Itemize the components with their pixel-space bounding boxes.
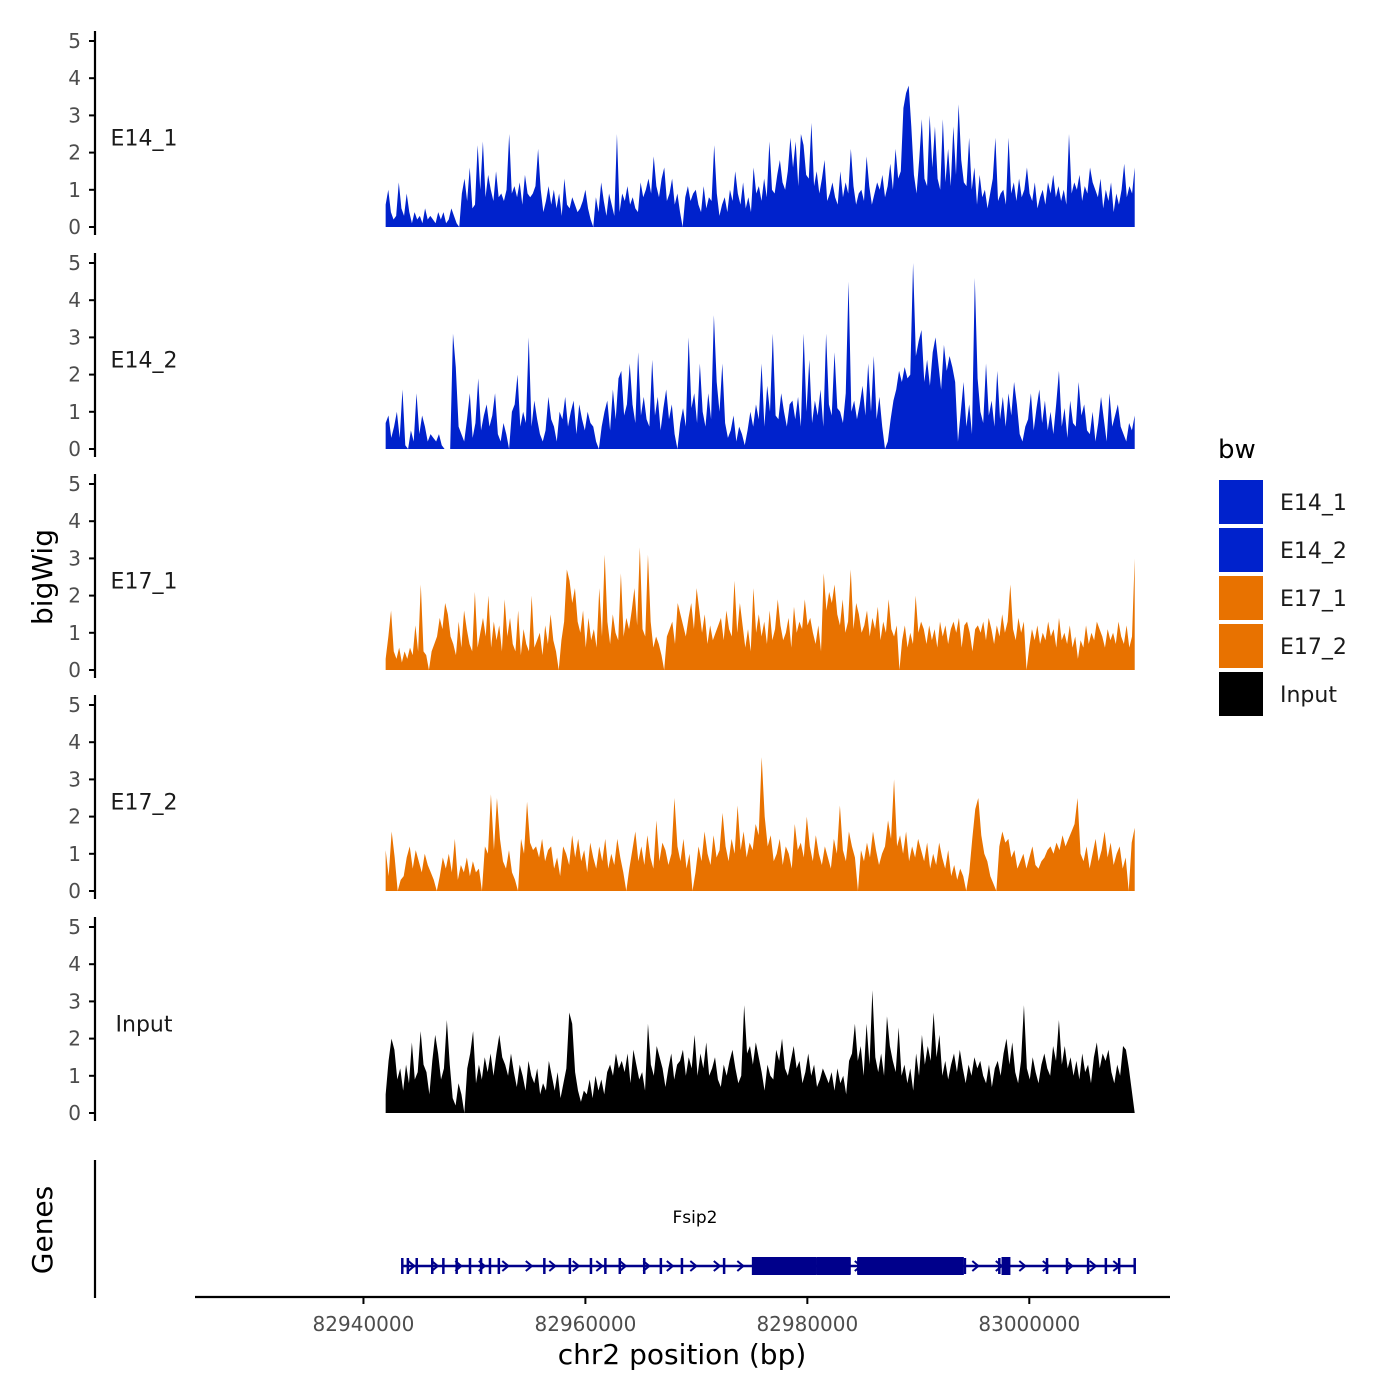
strand-arrow <box>572 1260 581 1272</box>
y-tick-label: 4 <box>68 66 81 90</box>
y-tick-label: 0 <box>68 658 81 682</box>
y-tick-label: 3 <box>68 546 81 570</box>
y-tick-label: 3 <box>68 325 81 349</box>
coverage-area-E17_1 <box>385 547 1135 670</box>
legend-label: E17_2 <box>1280 635 1347 660</box>
x-axis-title: chr2 position (bp) <box>558 1338 807 1371</box>
strand-arrow <box>595 1260 604 1272</box>
coverage-area-E14_1 <box>385 85 1135 227</box>
x-axis: 82940000 82960000 82980000 83000000 <box>195 1295 1170 1336</box>
strand-arrow <box>1065 1260 1074 1272</box>
strand-arrow <box>689 1260 698 1272</box>
y-tick-label: 1 <box>68 842 81 866</box>
y-tick-label: 5 <box>68 29 81 53</box>
coding-exon-block <box>751 1257 817 1275</box>
coverage-tracks: 0 1 2 3 4 5 E14_1 0 1 2 3 4 5 E14_2 0 1 2 3 4 5 E17_1 0 1 2 3 4 5 E… <box>68 29 1135 1125</box>
y-tick-label: 0 <box>68 215 81 239</box>
y-tick-label: 5 <box>68 915 81 939</box>
y-tick-label: 2 <box>68 363 81 387</box>
y-tick-label: 4 <box>68 288 81 312</box>
strand-arrow <box>407 1260 416 1272</box>
track-label: Input <box>116 1013 173 1038</box>
track-E17_1: 0 1 2 3 4 5 E17_1 <box>68 472 1135 682</box>
coding-exon-block <box>816 1257 851 1275</box>
track-label: E17_1 <box>111 570 178 595</box>
y-tick-label: 3 <box>68 989 81 1013</box>
strand-arrow <box>713 1260 722 1272</box>
gene-panel-title: Genes <box>26 1186 59 1274</box>
strand-arrow <box>666 1260 675 1272</box>
track-E14_2: 0 1 2 3 4 5 E14_2 <box>68 251 1135 461</box>
gene-name-label: Fsip2 <box>673 1208 718 1228</box>
track-Input: 0 1 2 3 4 5 Input <box>68 915 1135 1125</box>
legend-swatch-E14_2 <box>1219 528 1263 572</box>
legend-label: E17_1 <box>1280 587 1347 612</box>
y-tick-label: 1 <box>68 1064 81 1088</box>
legend-title: bw <box>1218 435 1256 465</box>
y-tick-label: 3 <box>68 767 81 791</box>
legend-swatch-E17_1 <box>1219 576 1263 620</box>
legend-label: E14_2 <box>1280 539 1347 564</box>
y-tick-label: 0 <box>68 879 81 903</box>
legend-label: Input <box>1280 683 1337 708</box>
strand-arrow <box>1042 1260 1051 1272</box>
y-tick-label: 0 <box>68 1101 81 1125</box>
y-axis-title: bigWig <box>26 529 59 625</box>
y-tick-label: 4 <box>68 509 81 533</box>
y-tick-label: 4 <box>68 730 81 754</box>
coding-exon-block <box>1001 1257 1011 1275</box>
strand-arrow <box>548 1260 557 1272</box>
track-label: E14_1 <box>111 127 178 152</box>
y-tick-label: 0 <box>68 437 81 461</box>
strand-arrow <box>619 1260 628 1272</box>
x-tick-label: 82960000 <box>535 1312 637 1336</box>
y-tick-label: 3 <box>68 103 81 127</box>
strand-arrow <box>971 1260 980 1272</box>
y-tick-label: 1 <box>68 621 81 645</box>
y-tick-label: 2 <box>68 805 81 829</box>
legend-swatch-E14_1 <box>1219 480 1263 524</box>
y-tick-label: 1 <box>68 178 81 202</box>
coverage-area-E14_2 <box>385 263 1135 449</box>
track-label: E14_2 <box>111 349 178 374</box>
y-tick-label: 5 <box>68 472 81 496</box>
y-tick-label: 2 <box>68 1027 81 1051</box>
legend-swatch-Input <box>1219 672 1263 716</box>
strand-arrow <box>501 1260 510 1272</box>
x-tick-label: 82980000 <box>756 1312 858 1336</box>
track-E17_2: 0 1 2 3 4 5 E17_2 <box>68 693 1135 903</box>
track-label: E17_2 <box>111 791 178 816</box>
legend-label: E14_1 <box>1280 491 1347 516</box>
y-tick-label: 2 <box>68 141 81 165</box>
strand-arrow <box>431 1260 440 1272</box>
y-tick-label: 5 <box>68 251 81 275</box>
coverage-area-Input <box>385 990 1135 1113</box>
y-tick-label: 1 <box>68 400 81 424</box>
coding-exon-block <box>857 1257 964 1275</box>
y-tick-label: 4 <box>68 952 81 976</box>
x-tick-label: 83000000 <box>978 1312 1080 1336</box>
track-E14_1: 0 1 2 3 4 5 E14_1 <box>68 29 1135 239</box>
x-tick-label: 82940000 <box>313 1312 415 1336</box>
y-tick-label: 2 <box>68 584 81 608</box>
y-tick-label: 5 <box>68 693 81 717</box>
coverage-area-E17_2 <box>385 757 1135 891</box>
strand-arrow <box>1089 1260 1098 1272</box>
strand-arrow <box>1018 1260 1027 1272</box>
strand-arrow <box>736 1260 745 1272</box>
legend: bw E14_1 E14_2 E17_1 E17_2 Input <box>1218 435 1347 716</box>
gene-panel: Genes Fsip2 <box>26 1160 1136 1298</box>
legend-swatch-E17_2 <box>1219 624 1263 668</box>
strand-arrow <box>525 1260 534 1272</box>
